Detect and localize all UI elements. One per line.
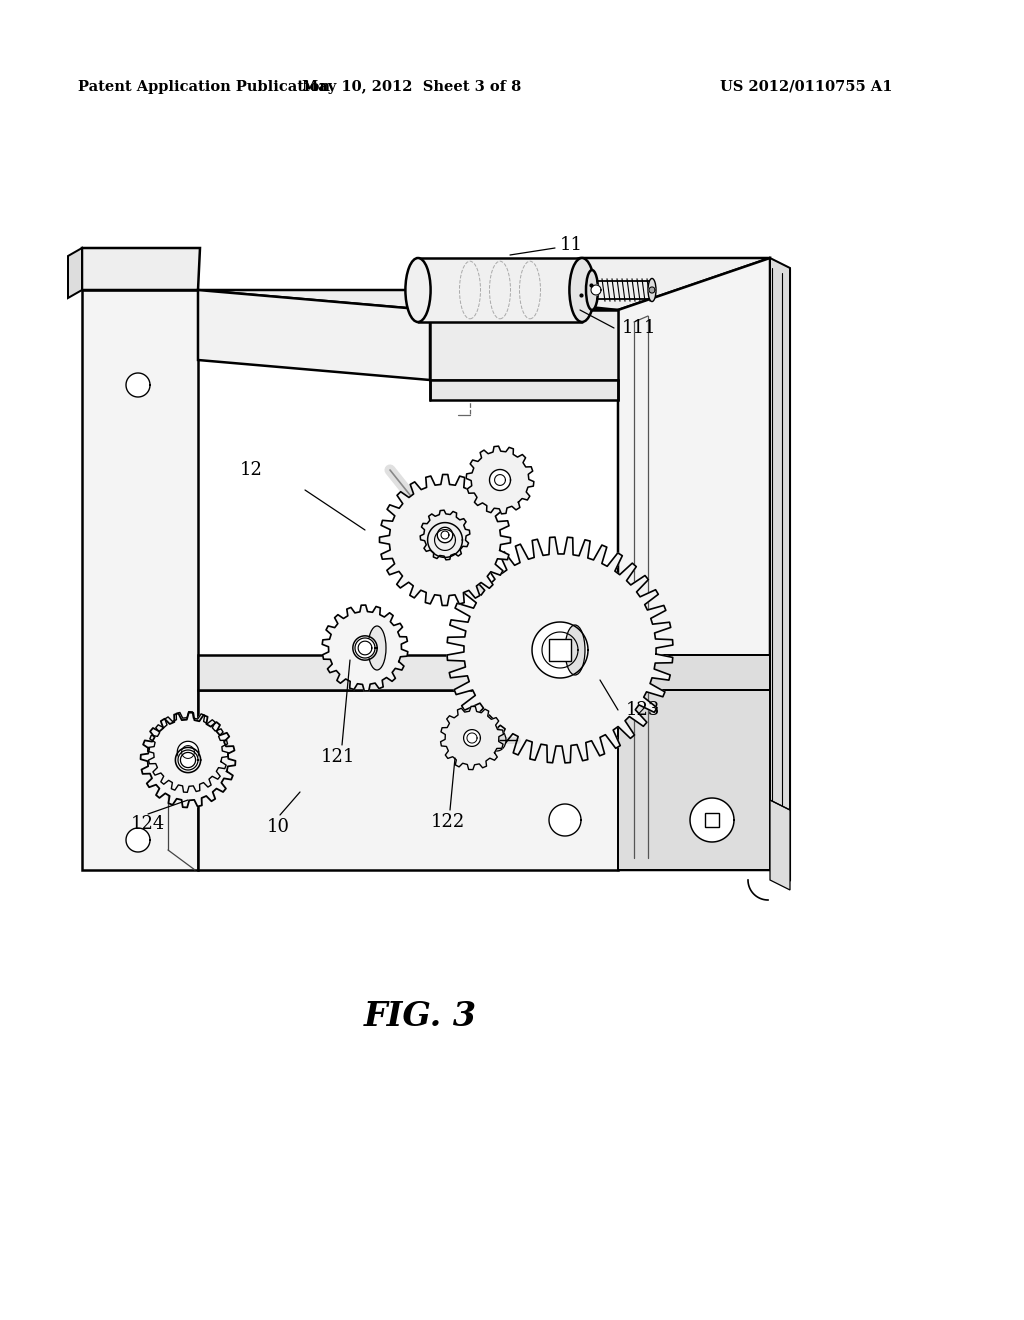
Ellipse shape — [648, 279, 656, 301]
Polygon shape — [440, 706, 504, 770]
Text: US 2012/0110755 A1: US 2012/0110755 A1 — [720, 81, 893, 94]
Polygon shape — [126, 374, 150, 397]
Ellipse shape — [344, 626, 362, 671]
Polygon shape — [464, 730, 480, 746]
Polygon shape — [175, 747, 201, 772]
Polygon shape — [649, 286, 655, 293]
Polygon shape — [466, 446, 534, 513]
Ellipse shape — [406, 257, 431, 322]
Polygon shape — [82, 248, 200, 290]
Polygon shape — [430, 310, 618, 380]
Polygon shape — [198, 290, 618, 310]
Text: May 10, 2012  Sheet 3 of 8: May 10, 2012 Sheet 3 of 8 — [302, 81, 521, 94]
Text: 111: 111 — [622, 319, 656, 337]
Bar — [705, 813, 719, 828]
Text: 124: 124 — [131, 814, 165, 833]
Ellipse shape — [488, 729, 506, 751]
Polygon shape — [437, 527, 453, 543]
Polygon shape — [690, 799, 734, 842]
Polygon shape — [353, 636, 377, 660]
Polygon shape — [198, 690, 618, 870]
Polygon shape — [430, 257, 770, 310]
Polygon shape — [770, 257, 790, 880]
Bar — [549, 639, 571, 661]
Polygon shape — [549, 804, 581, 836]
Polygon shape — [82, 290, 198, 870]
Polygon shape — [428, 523, 463, 557]
Ellipse shape — [565, 624, 585, 675]
Polygon shape — [489, 470, 511, 491]
Text: 10: 10 — [266, 818, 290, 836]
Text: 12: 12 — [240, 461, 263, 479]
Text: 121: 121 — [321, 748, 355, 766]
Polygon shape — [591, 285, 601, 294]
Polygon shape — [418, 257, 582, 322]
Polygon shape — [618, 690, 770, 870]
Text: 123: 123 — [626, 701, 660, 719]
Polygon shape — [532, 622, 588, 678]
Polygon shape — [198, 290, 430, 380]
Text: 122: 122 — [431, 813, 465, 832]
Polygon shape — [618, 257, 770, 870]
Polygon shape — [126, 828, 150, 851]
Polygon shape — [447, 537, 673, 763]
Polygon shape — [618, 655, 770, 690]
Polygon shape — [380, 474, 511, 606]
Ellipse shape — [368, 626, 386, 671]
Polygon shape — [140, 713, 236, 808]
Polygon shape — [323, 605, 408, 690]
Ellipse shape — [450, 727, 495, 752]
Text: FIG. 3: FIG. 3 — [364, 1001, 476, 1034]
Text: 11: 11 — [560, 236, 583, 253]
Text: Patent Application Publication: Patent Application Publication — [78, 81, 330, 94]
Ellipse shape — [586, 271, 598, 310]
Polygon shape — [177, 742, 199, 763]
Polygon shape — [178, 750, 198, 770]
Polygon shape — [68, 248, 82, 298]
Polygon shape — [198, 655, 618, 690]
Polygon shape — [770, 800, 790, 890]
Polygon shape — [147, 711, 228, 792]
Ellipse shape — [569, 257, 595, 322]
Polygon shape — [355, 638, 375, 657]
Polygon shape — [430, 380, 618, 400]
Polygon shape — [420, 510, 470, 560]
